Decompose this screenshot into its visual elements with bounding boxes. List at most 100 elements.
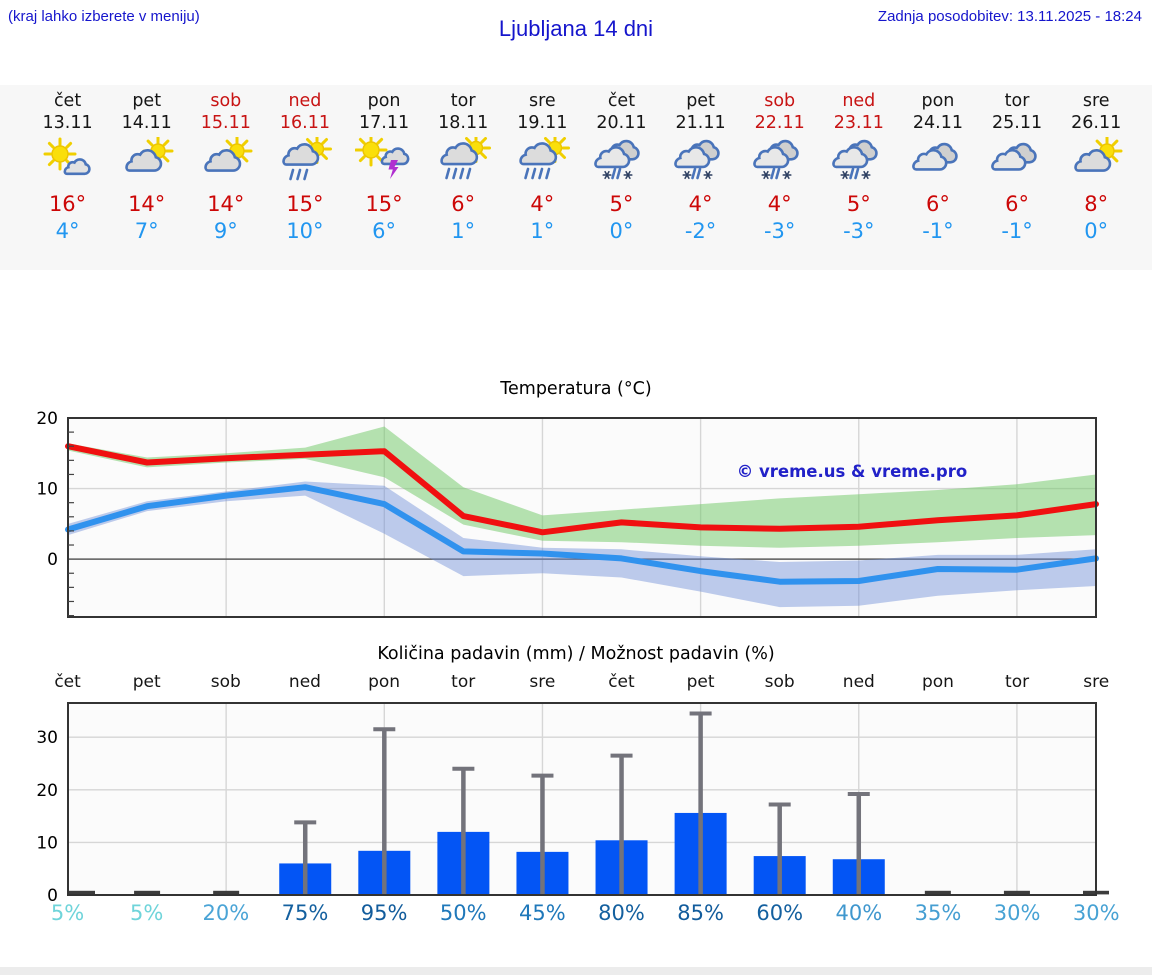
day-date-label: 16.11 [279, 113, 330, 133]
day-date-label: 26.11 [1071, 113, 1122, 133]
day-high-temp: 6° [451, 192, 476, 216]
temp-y-tick-label: 10 [36, 480, 58, 500]
day-name-label: ned [288, 91, 322, 111]
day-name-label: čet [607, 91, 636, 111]
temperature-chart: 20 10 0 © vreme.us & vreme.pro [36, 409, 1099, 618]
day-high-temp: 8° [1084, 192, 1109, 216]
forecast-day-column: čet 13.11 16° 4° [28, 85, 107, 270]
precip-day-label: pon [368, 672, 401, 692]
precip-probability-label: 5% [130, 901, 164, 925]
weather-icon-slot [909, 137, 967, 187]
partly-cloudy-icon [124, 135, 174, 172]
weather-icon-slot [354, 133, 413, 187]
precip-plot-border [67, 702, 1097, 896]
precip-day-label: sre [1083, 672, 1110, 692]
forecast-day-columns: čet 13.11 16° 4° pet 14.11 14° 7° sob 15.11 14° 9° n… [28, 85, 1136, 270]
forecast-day-column: ned 16.11 15° 10° [265, 85, 344, 270]
day-date-label: 15.11 [200, 113, 251, 133]
forecast-day-column: sob 15.11 14° 9° [186, 85, 265, 270]
day-low-temp: 4° [55, 219, 80, 243]
precip-zero-dash [924, 890, 951, 895]
day-low-temp: 7° [134, 219, 159, 243]
day-name-label: tor [450, 91, 476, 111]
day-date-label: 22.11 [754, 113, 805, 133]
forecast-day-column: čet 20.11 5° 0° [582, 85, 661, 270]
precip-day-label: pet [132, 672, 161, 692]
precip-probability-label: 30% [1072, 901, 1120, 925]
weather-icon-slot [513, 133, 571, 187]
last-updated-label: Zadnja posodobitev: 13.11.2025 - 18:24 [877, 8, 1142, 25]
day-high-temp: 14° [128, 192, 166, 216]
precip-probability-label: 35% [914, 901, 962, 925]
weather-icon-slot [276, 134, 334, 187]
precip-zero-dash [213, 890, 240, 895]
day-name-label: sre [528, 91, 556, 111]
precip-probability-label: 20% [202, 901, 250, 925]
day-date-label: 13.11 [42, 113, 93, 133]
partly-cloudy-icon [204, 135, 253, 172]
day-date-label: 21.11 [675, 113, 726, 133]
weather-icon-slot [1067, 135, 1125, 187]
weather-icon-slot [118, 135, 176, 187]
mostly-sunny-icon [43, 137, 91, 176]
precip-probability-label: 75% [281, 901, 329, 925]
precip-probability-label: 85% [677, 901, 724, 925]
day-low-temp: -1° [922, 219, 954, 243]
day-low-temp: -3° [843, 219, 875, 243]
precip-zero-dash [69, 890, 95, 895]
precip-y-tick-label: 20 [36, 781, 58, 801]
rain-sun-heavy-icon [440, 133, 492, 180]
cloudy-icon [912, 142, 958, 171]
day-high-temp: 16° [48, 192, 87, 216]
weather-icon-slot [434, 133, 492, 187]
day-high-temp: 15° [365, 192, 403, 216]
precip-day-label: sob [210, 672, 241, 692]
day-high-temp: 5° [609, 192, 634, 216]
day-high-temp: 6° [1005, 192, 1029, 216]
day-low-temp: 1° [530, 219, 555, 243]
day-date-label: 25.11 [992, 113, 1043, 133]
footer-divider [0, 967, 1152, 975]
weather-icon-slot [751, 137, 809, 187]
precip-probability-label: 30% [993, 901, 1041, 925]
day-high-temp: 6° [926, 192, 950, 216]
partly-cloudy-icon [1074, 135, 1123, 172]
min-temp-range-band [68, 481, 1096, 608]
precip-probability-label: 80% [598, 901, 645, 925]
day-name-label: pon [367, 91, 401, 111]
day-high-temp: 5° [846, 192, 871, 216]
forecast-day-column: pon 17.11 15° 6° [345, 85, 424, 270]
forecast-day-column: pet 14.11 14° 7° [107, 85, 186, 270]
sleet-icon [673, 139, 720, 180]
temperature-chart-title: Temperatura (°C) [500, 379, 652, 399]
precip-day-label: čet [608, 672, 635, 692]
precip-y-tick-label: 30 [36, 728, 58, 748]
precip-y-tick-label: 0 [47, 886, 58, 906]
day-low-temp: 1° [451, 219, 476, 243]
rain-sun-icon [282, 134, 332, 181]
sleet-icon [594, 139, 641, 180]
day-low-temp: -3° [763, 219, 796, 243]
day-low-temp: 9° [213, 219, 238, 243]
watermark-label: © vreme.us & vreme.pro [737, 462, 967, 481]
day-date-label: 20.11 [596, 113, 647, 133]
precip-day-label: sre [529, 672, 556, 692]
forecast-day-column: pon 24.11 6° -1° [898, 85, 977, 270]
day-low-temp: -2° [684, 219, 717, 243]
day-date-label: 17.11 [359, 113, 410, 133]
precip-day-label: čet [54, 672, 81, 692]
weather-icon-slot [830, 137, 888, 187]
precip-day-label: ned [842, 672, 875, 692]
day-name-label: pet [686, 91, 715, 111]
day-high-temp: 4° [767, 192, 792, 216]
forecast-day-column: sob 22.11 4° -3° [740, 85, 819, 270]
day-low-temp: 0° [609, 219, 634, 243]
precip-day-label: tor [1005, 672, 1030, 692]
precip-day-label: pet [686, 672, 715, 692]
precip-zero-dash [134, 890, 161, 895]
day-name-label: ned [842, 91, 876, 111]
weather-icon-slot [988, 137, 1046, 187]
thunder-sun-icon [354, 133, 410, 179]
weather-icon-slot [672, 137, 730, 187]
